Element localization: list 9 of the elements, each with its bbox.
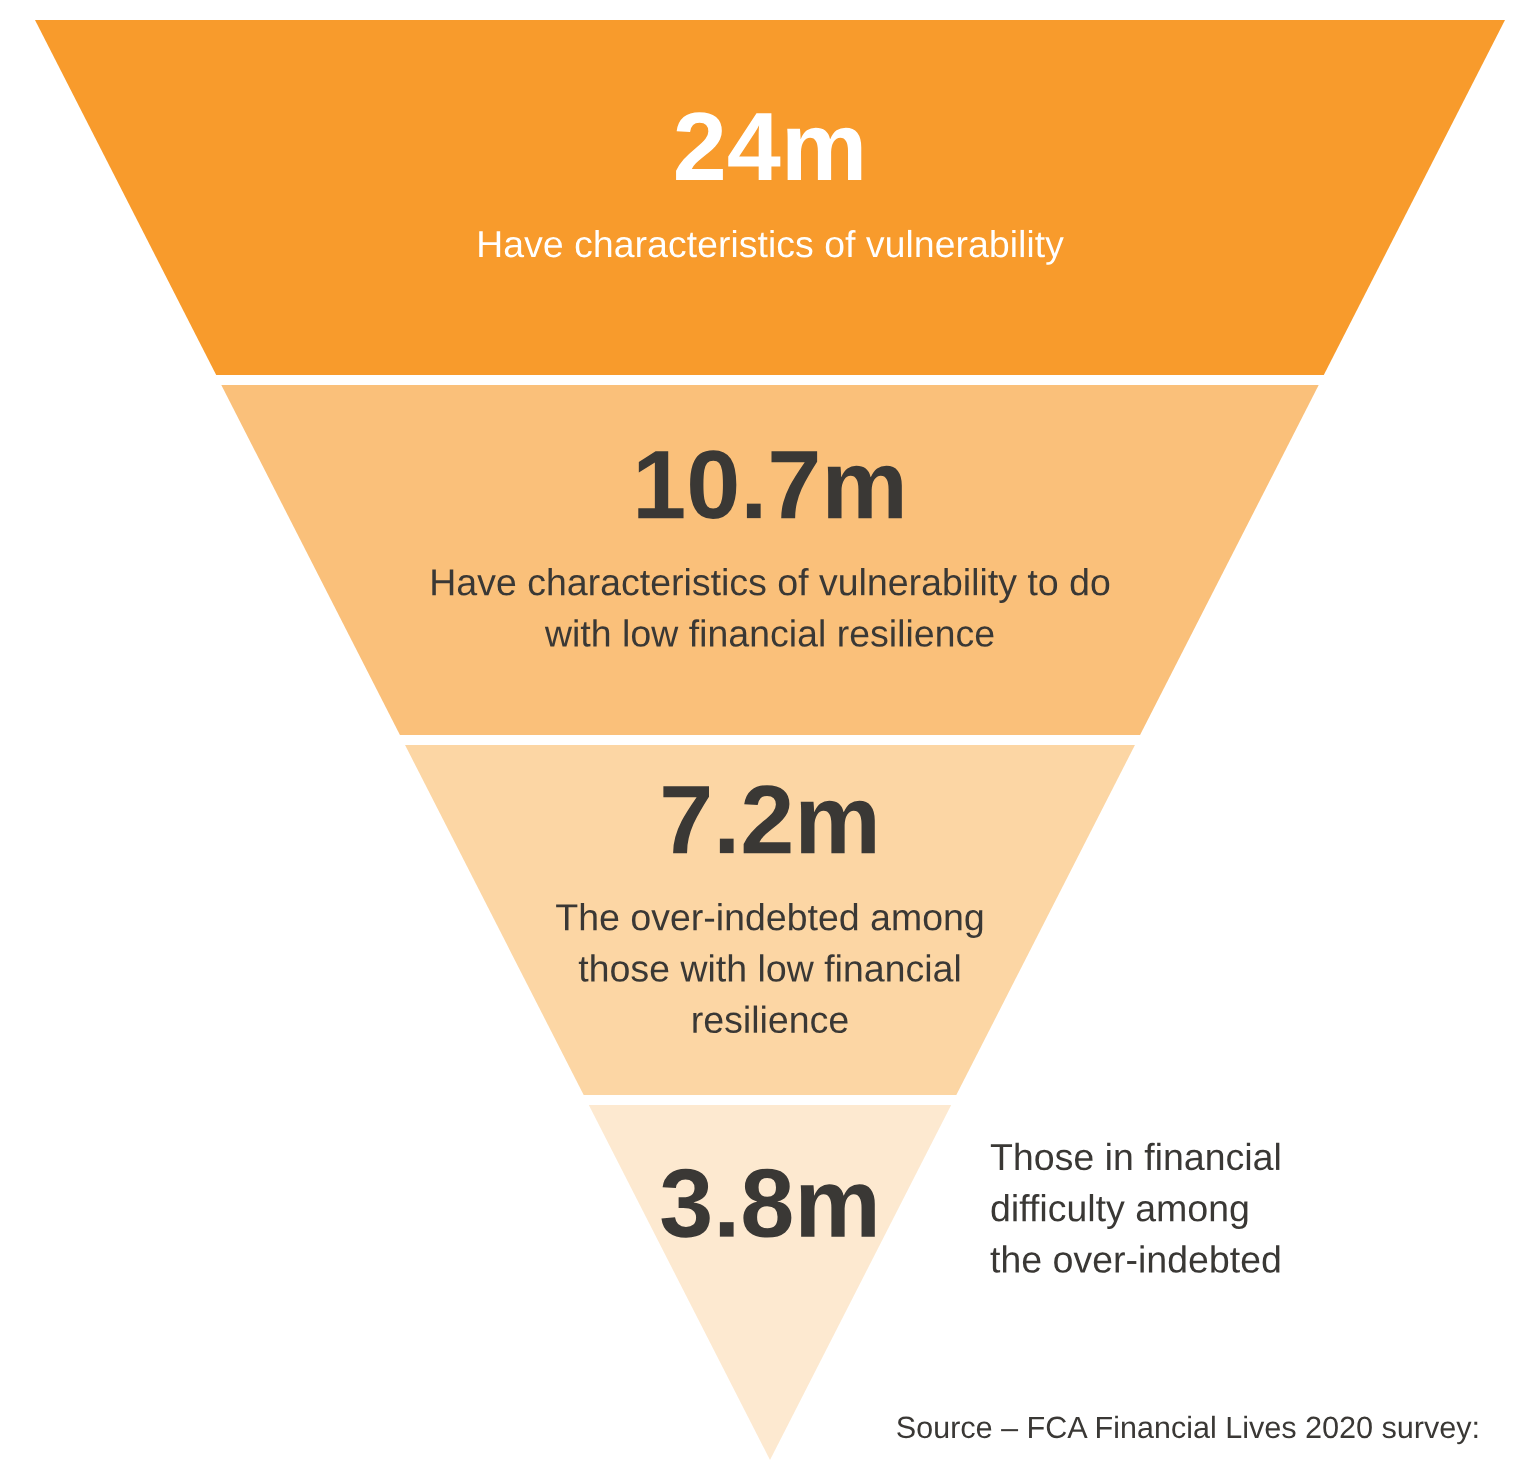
category-label: The over-indebted among those with low financial resilience: [556, 903, 983, 1034]
data-label: 7.2m: [663, 785, 875, 854]
data-label: 3.8m: [661, 1168, 875, 1238]
source-note: Source – FCA Financial Lives 2020 survey:: [897, 1415, 1478, 1445]
data-label: 24m: [676, 112, 862, 181]
category-label: Have characteristics of vulnerability: [479, 229, 1064, 265]
category-label: Have characteristics of vulnerability to do with low financial resilience: [432, 568, 1110, 647]
category-label: Those in financial difficulty among the over-indebted: [990, 1142, 1280, 1273]
data-label: 10.7m: [638, 450, 902, 520]
